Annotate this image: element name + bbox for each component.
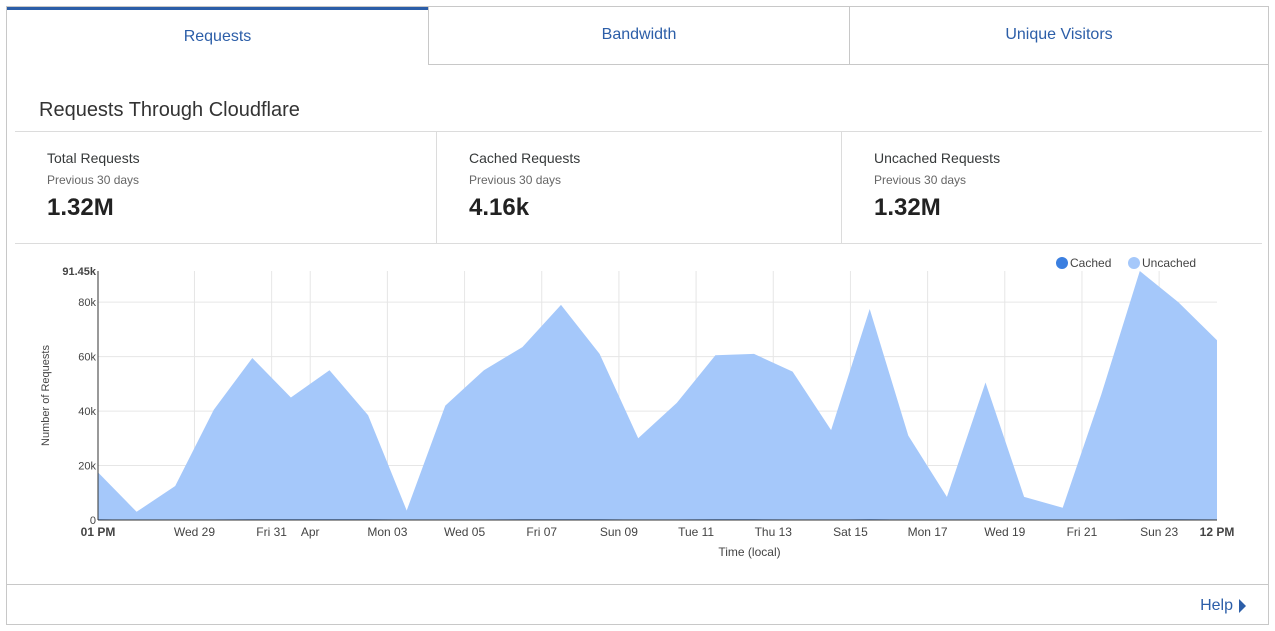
x-tick-label: Mon 17 — [908, 525, 948, 539]
x-tick-label: Fri 07 — [526, 525, 557, 539]
x-tick-label: Wed 05 — [444, 525, 485, 539]
x-tick-label: 12 PM — [1200, 525, 1235, 539]
stat-period: Previous 30 days — [874, 173, 967, 187]
stat-value: 4.16k — [469, 194, 530, 221]
x-tick-label: Sat 15 — [833, 525, 868, 539]
help-link[interactable]: Help — [1200, 597, 1246, 615]
y-tick-label: 80k — [78, 297, 96, 309]
requests-area-chart: 0 20k 40k 60k 80k 91.45k 01 PM Wed 29 Fri 31 Apr M… — [40, 256, 1235, 559]
x-tick-label: Sun 09 — [600, 525, 638, 539]
area-uncached — [98, 271, 1217, 520]
tab-bar: Requests Bandwidth Unique Visitors — [7, 7, 1268, 65]
legend-label-uncached: Uncached — [1142, 256, 1196, 270]
stat-label: Uncached Requests — [874, 150, 1001, 166]
y-tick-label: 60k — [78, 352, 96, 364]
x-tick-label: 01 PM — [81, 525, 116, 539]
stat-total-requests: Total Requests Previous 30 days 1.32M — [15, 132, 436, 243]
legend-label-cached: Cached — [1070, 256, 1111, 270]
stat-cached-requests: Cached Requests Previous 30 days 4.16k — [436, 132, 841, 243]
stat-uncached-requests: Uncached Requests Previous 30 days 1.32M — [841, 132, 1262, 243]
panel-footer: Help — [7, 584, 1268, 625]
stat-label: Cached Requests — [469, 150, 581, 166]
requests-panel: Requests Bandwidth Unique Visitors Reque… — [6, 6, 1269, 625]
section-title: Requests Through Cloudflare — [39, 99, 300, 121]
stat-period: Previous 30 days — [469, 173, 562, 187]
x-tick-label: Thu 13 — [755, 525, 793, 539]
x-tick-label: Wed 29 — [174, 525, 215, 539]
x-tick-label: Apr — [301, 525, 320, 539]
legend-swatch-cached — [1056, 257, 1068, 269]
x-tick-label: Sun 23 — [1140, 525, 1178, 539]
y-tick-label: 20k — [78, 461, 96, 473]
x-tick-label: Wed 19 — [984, 525, 1025, 539]
x-tick-label: Fri 21 — [1067, 525, 1098, 539]
help-label: Help — [1200, 597, 1233, 614]
y-tick-label: 0 — [90, 515, 96, 527]
y-tick-label: 40k — [78, 406, 96, 418]
stat-label: Total Requests — [47, 150, 140, 166]
tab-unique-visitors[interactable]: Unique Visitors — [849, 7, 1268, 65]
x-tick-label: Mon 03 — [367, 525, 407, 539]
stats-row: Total Requests Previous 30 days 1.32M Ca… — [15, 131, 1262, 244]
tab-bandwidth[interactable]: Bandwidth — [428, 7, 849, 65]
x-tick-label: Fri 31 — [256, 525, 287, 539]
x-tick-label: Tue 11 — [678, 525, 714, 539]
stat-period: Previous 30 days — [47, 173, 140, 187]
legend-swatch-uncached — [1128, 257, 1140, 269]
caret-right-icon — [1239, 598, 1246, 613]
tab-requests[interactable]: Requests — [7, 7, 428, 65]
stat-value: 1.32M — [874, 194, 941, 221]
stat-value: 1.32M — [47, 194, 114, 221]
y-tick-label: 91.45k — [62, 266, 97, 278]
x-axis-label: Time (local) — [718, 545, 780, 559]
y-axis-label: Number of Requests — [40, 345, 52, 446]
